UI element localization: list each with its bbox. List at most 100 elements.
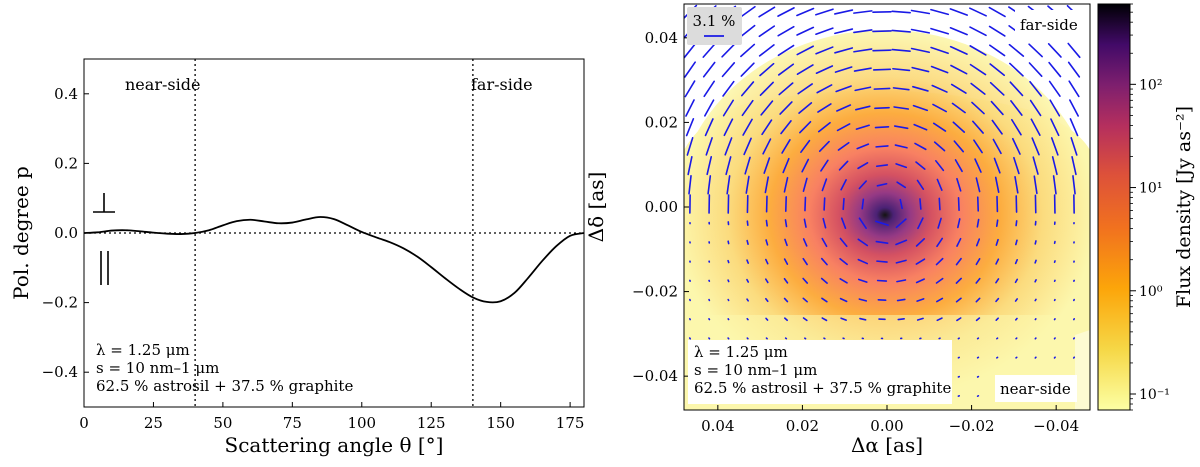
polarization-vector — [1053, 337, 1056, 340]
polarization-vector — [1068, 80, 1080, 98]
polarization-vector — [975, 258, 981, 266]
polarization-vector — [742, 118, 753, 136]
polarization-vector — [875, 164, 889, 168]
polarization-vector — [1028, 62, 1043, 78]
polarization-vector — [956, 317, 962, 322]
polarization-vector — [725, 156, 732, 176]
polarization-vector — [976, 337, 980, 340]
polarization-vector — [764, 176, 770, 194]
map-info-composition: 62.5 % astrosil + 37.5 % graphite — [694, 379, 951, 397]
polarization-vector — [783, 176, 789, 193]
polarization-vector — [915, 258, 926, 265]
polarization-vector — [746, 259, 750, 264]
polarization-vector — [1071, 156, 1077, 176]
polarization-vector — [856, 143, 870, 150]
left-info-size: s = 10 nm–1 μm — [96, 359, 219, 377]
polarization-vector — [684, 61, 696, 78]
polarization-vector — [688, 175, 692, 195]
polarization-vector — [950, 64, 968, 75]
polarization-vector — [820, 257, 828, 266]
polarization-vector — [1048, 61, 1062, 78]
right-y-tick-label: 0.04 — [645, 29, 678, 47]
polarization-vector — [994, 176, 1000, 193]
polarization-vector — [797, 83, 813, 95]
polarization-vector — [802, 297, 808, 303]
polarization-vector — [874, 125, 890, 129]
colorbar-tick-label: 10² — [1139, 77, 1162, 93]
polarization-vector — [988, 6, 1006, 18]
polarization-vector — [721, 61, 736, 78]
polarization-vector — [746, 278, 750, 283]
polarization-vector — [855, 105, 871, 111]
polarization-vector — [955, 277, 962, 284]
right-x-tick-label: −0.04 — [1033, 417, 1079, 435]
polarization-vector — [938, 197, 941, 211]
polarization-vector — [988, 25, 1006, 37]
right-y-tick-label: 0.02 — [645, 113, 678, 131]
map-emission-gradient — [684, 30, 1090, 400]
polarization-vector — [910, 9, 931, 15]
polarization-vector — [872, 30, 892, 33]
polarization-vector — [935, 160, 945, 172]
polarization-vector — [976, 218, 980, 228]
polarization-vector — [777, 7, 795, 17]
polarization-vector — [816, 84, 833, 94]
polarization-vector — [969, 63, 987, 76]
polarization-vectors — [684, 4, 1082, 398]
polarization-vector — [834, 66, 853, 73]
right-x-tick-label: 0.00 — [870, 417, 903, 435]
left-y-tick-label: 0.2 — [54, 154, 78, 172]
polarization-vector — [1032, 156, 1039, 175]
polarization-vector — [858, 217, 867, 229]
polarization-vector — [685, 118, 695, 137]
polarization-vector — [969, 7, 987, 17]
polarization-vector — [853, 10, 873, 14]
map-info-size: s = 10 nm–1 μm — [694, 361, 817, 379]
polarization-vector — [686, 136, 694, 156]
left-x-tick-label: 100 — [347, 414, 376, 432]
polarization-vector — [935, 257, 944, 266]
polarization-vector — [818, 140, 830, 153]
polarization-vector — [932, 122, 947, 132]
polarization-vector — [912, 104, 929, 112]
polarization-vector — [936, 237, 944, 248]
colorbar-tick-label: 10¹ — [1139, 181, 1162, 197]
polarization-vector — [783, 297, 789, 303]
polarization-vector — [936, 178, 943, 191]
polarization-vector — [955, 257, 962, 266]
polarization-vector — [975, 177, 981, 193]
right-y-axis-label: Δδ [as] — [584, 172, 608, 243]
polarization-vector — [796, 45, 814, 56]
polarization-vector — [992, 138, 1002, 155]
polarization-vector — [799, 120, 812, 134]
flux-density-map: 0.04 0.02 0.00 −0.02 −0.04 −0.04 −0.02 0.00 0.02… — [584, 3, 1091, 457]
polarization-vector — [969, 26, 987, 37]
polarization-vector — [857, 238, 869, 247]
polarization-vector — [896, 181, 907, 189]
polarization-vector — [857, 258, 869, 265]
polarization-vector — [872, 68, 892, 71]
polarization-vector — [975, 277, 981, 284]
polarization-vector — [802, 238, 808, 247]
polarization-vector — [1034, 279, 1037, 283]
parallel-symbol — [100, 251, 109, 285]
polarization-vector — [1010, 100, 1023, 116]
polarization-vector — [953, 140, 965, 153]
polarization-vector — [823, 197, 826, 211]
polarization-vector — [1053, 356, 1056, 359]
polarization-vector — [777, 44, 795, 57]
polarization-vector — [899, 198, 903, 210]
polarization-vector — [817, 103, 832, 113]
polarization-vector — [781, 139, 791, 154]
polarization-vector — [838, 160, 849, 171]
polarization-vector — [1067, 42, 1081, 59]
left-info-wavelength: λ = 1.25 μm — [96, 341, 190, 359]
polarization-vector — [784, 337, 788, 340]
right-y-tick-label: 0.00 — [645, 198, 678, 216]
polarization-vector — [834, 9, 854, 15]
far-side-label: far-side — [471, 75, 533, 94]
polarization-vector — [1034, 259, 1037, 264]
polarization-vector — [765, 219, 768, 227]
polarization-vector — [821, 297, 828, 303]
polarization-vector — [956, 177, 962, 192]
